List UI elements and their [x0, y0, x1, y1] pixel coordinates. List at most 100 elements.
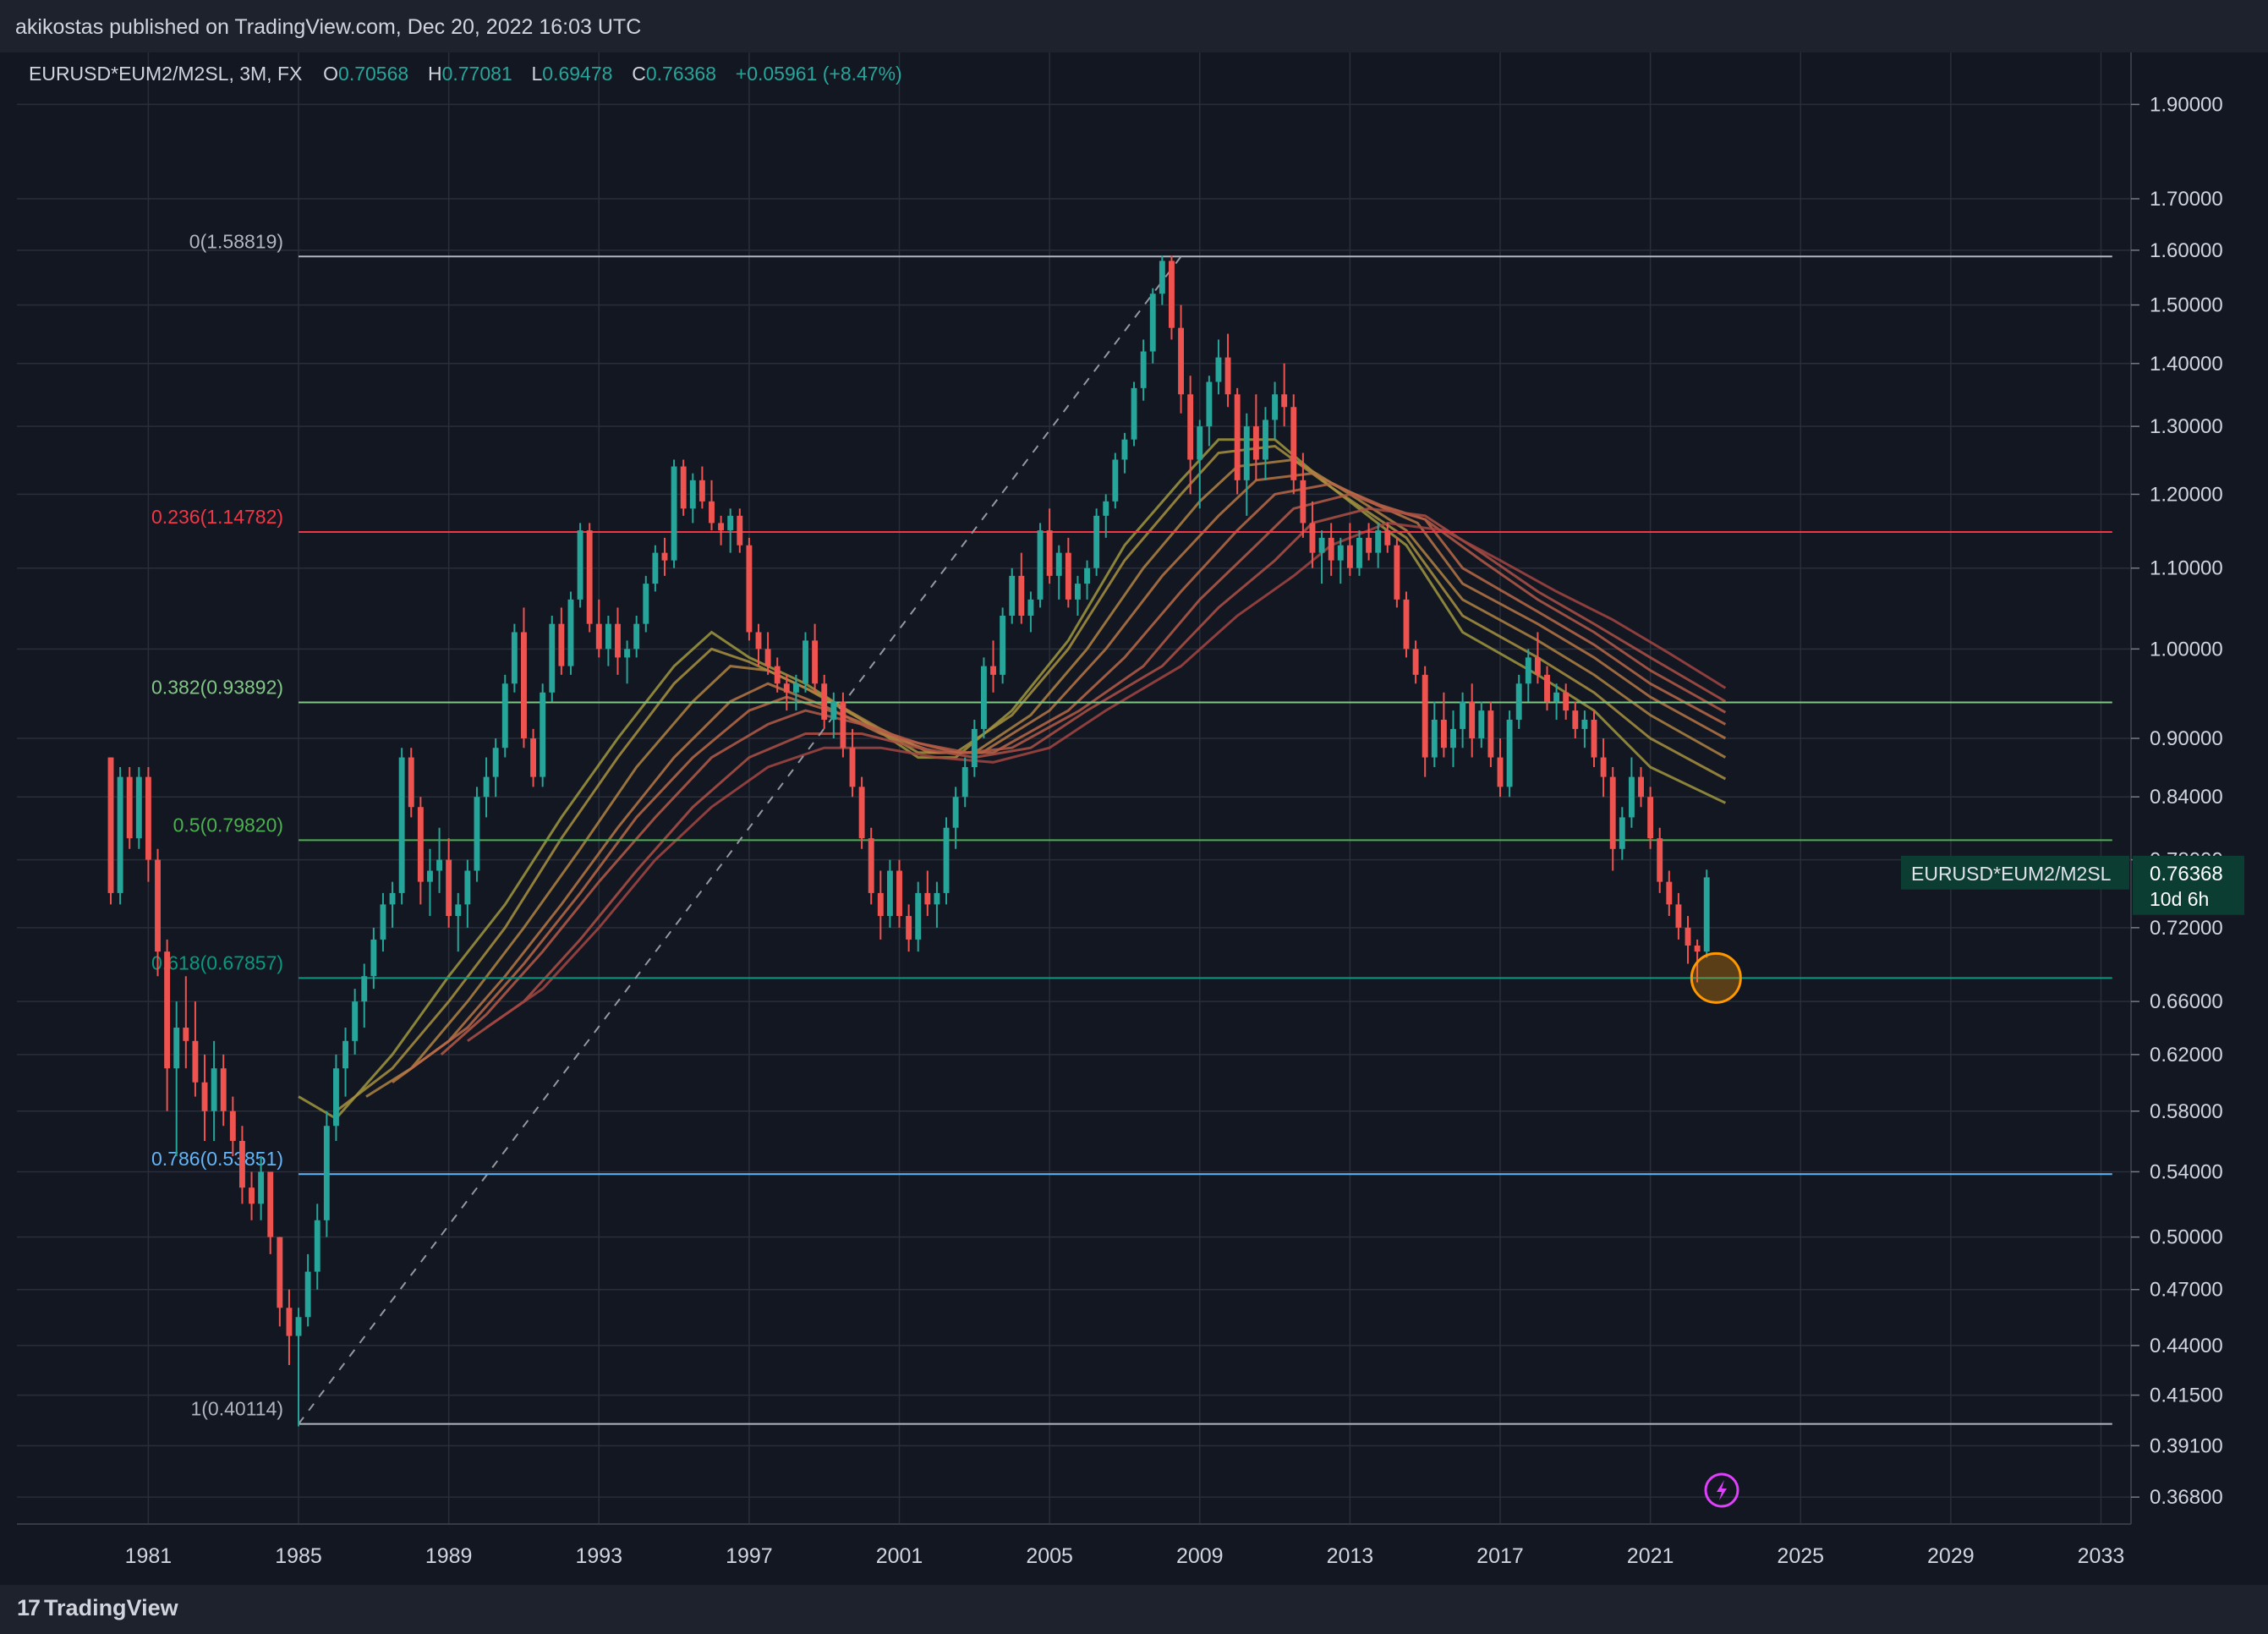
legend-close-label: C	[632, 63, 646, 85]
price-tick-label: 1.20000	[2150, 483, 2223, 506]
candle-body	[1252, 426, 1259, 460]
candle	[746, 537, 753, 641]
highlight-circle[interactable]	[1690, 951, 1742, 1004]
fib-trend-line[interactable]	[298, 255, 1182, 1425]
candle	[436, 827, 442, 893]
candle-body	[718, 523, 725, 531]
candle-body	[220, 1068, 227, 1111]
candle	[1422, 666, 1428, 777]
time-tick-label: 1997	[726, 1544, 773, 1568]
ma-line	[485, 521, 1727, 1029]
candle-body	[323, 1126, 330, 1220]
time-tick-label: 2009	[1176, 1544, 1224, 1568]
candle-body	[1675, 904, 1682, 928]
fibonacci-retracement[interactable]: 0(1.58819) 0.236(1.14782) 0.382(0.93892) 0.…	[151, 230, 2112, 1425]
candle	[783, 674, 790, 711]
candle	[624, 640, 631, 684]
candle-body	[1412, 649, 1419, 675]
price-tick-label: 0.58000	[2150, 1100, 2223, 1123]
last-price-badge	[2133, 855, 2244, 915]
candle-body	[849, 748, 856, 787]
candle-body	[1638, 776, 1644, 798]
candle-body	[1553, 692, 1560, 702]
candle-body	[915, 892, 922, 940]
candle-body	[155, 859, 161, 952]
candle-body	[1619, 817, 1625, 849]
candle-body	[417, 807, 424, 882]
ma-line	[410, 482, 1727, 1070]
footer-bar	[0, 1585, 2268, 1634]
candle-body	[238, 1140, 245, 1188]
candle	[323, 1110, 330, 1237]
candle	[858, 776, 865, 849]
candle-body	[464, 870, 471, 905]
candle-body	[145, 776, 151, 860]
tradingview-logo[interactable]: 17 TradingView	[17, 1595, 178, 1621]
candle-body	[1093, 515, 1100, 568]
candle	[1703, 869, 1710, 958]
candle-body	[737, 515, 743, 546]
candle	[633, 615, 640, 658]
candle-body	[258, 1171, 265, 1204]
candle-body	[1497, 757, 1504, 787]
candle-body	[980, 666, 987, 729]
candle	[971, 719, 978, 777]
tradingview-brand: TradingView	[44, 1595, 178, 1620]
candle	[135, 767, 142, 849]
candle	[286, 1289, 293, 1365]
candle	[164, 939, 171, 1111]
last-price-symbol: EURUSD*EUM2/M2SL	[1911, 863, 2112, 885]
candle	[1243, 413, 1250, 516]
candle-body	[333, 1068, 339, 1127]
candle-body	[840, 701, 846, 748]
candle-body	[1215, 357, 1222, 382]
bar-countdown: 10d 6h	[2150, 888, 2209, 910]
candle	[1112, 452, 1119, 509]
candle	[1055, 545, 1062, 600]
price-chart[interactable]: 0(1.58819) 0.236(1.14782) 0.382(0.93892) 0.…	[0, 52, 2268, 1585]
trend-line[interactable]	[298, 255, 1182, 1425]
candle	[1337, 537, 1344, 584]
candle-body	[764, 649, 771, 666]
candle-body	[812, 640, 819, 684]
legend-open-value: 0.70568	[338, 63, 409, 85]
candle-body	[126, 776, 133, 839]
time-tick-label: 2005	[1026, 1544, 1073, 1568]
publish-header: akikostas published on TradingView.com, …	[0, 0, 2268, 52]
price-tick-label: 1.50000	[2150, 294, 2223, 317]
candle	[1346, 523, 1353, 576]
lightning-icon[interactable]	[1704, 1472, 1739, 1508]
time-axis[interactable]: 1981 1985 1989 1993 1997 2001 2005 2009 2013 2017…	[17, 1523, 2131, 1568]
candle-body	[830, 701, 837, 720]
candle	[689, 473, 696, 524]
candle-body	[1600, 757, 1607, 777]
candle	[718, 515, 725, 546]
fib-level-label: 0.618(0.67857)	[151, 951, 283, 973]
time-tick-label: 1989	[425, 1544, 473, 1568]
candle-body	[1337, 545, 1344, 561]
candle	[737, 508, 743, 553]
candle-body	[1394, 545, 1400, 600]
candle	[427, 848, 433, 917]
candle-body	[511, 632, 518, 684]
candle	[1281, 363, 1288, 427]
candle	[1638, 767, 1644, 808]
candle	[1375, 523, 1382, 568]
price-tick-label: 1.00000	[2150, 638, 2223, 661]
candle-body	[1591, 719, 1597, 758]
candle-body	[530, 738, 537, 777]
candle-body	[549, 623, 556, 693]
candle-body	[577, 530, 583, 600]
price-axis[interactable]: 1.90000 1.70000 1.60000 1.50000 1.40000 1.300…	[1901, 52, 2244, 1524]
price-tick-label: 1.10000	[2150, 557, 2223, 580]
candle	[455, 892, 462, 952]
candle	[990, 640, 996, 693]
candle	[1140, 339, 1147, 401]
price-tick-label: 0.90000	[2150, 727, 2223, 750]
candle	[821, 674, 828, 729]
candle	[211, 1040, 217, 1141]
candle-body	[183, 1028, 189, 1041]
time-tick-label: 2033	[2078, 1544, 2125, 1568]
time-tick-label: 2017	[1476, 1544, 1524, 1568]
candle	[398, 748, 405, 905]
